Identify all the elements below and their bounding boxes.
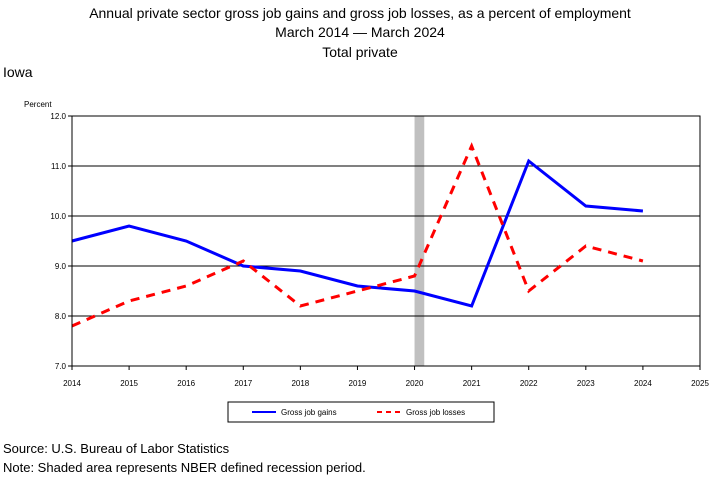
series-line-gains: [71, 158, 644, 308]
y-tick-label-5: 12.0: [50, 112, 66, 121]
x-tick-label-0: 2014: [63, 379, 81, 388]
x-tick-label-2: 2016: [177, 379, 195, 388]
recession-note: Note: Shaded area represents NBER define…: [3, 460, 366, 475]
x-tick-label-9: 2023: [577, 379, 595, 388]
y-tick-label-1: 8.0: [55, 312, 67, 321]
grid-layer: [72, 115, 700, 367]
y-tick-label-4: 11.0: [51, 162, 67, 171]
legend: Gross job gains Gross job losses: [227, 401, 495, 423]
plot-frame: [71, 115, 701, 367]
x-tick-label-8: 2022: [520, 379, 538, 388]
recession-layer: [414, 116, 425, 366]
series-line-losses: [71, 142, 644, 328]
chart-subtitle-industry: Total private: [322, 44, 398, 60]
chart-title: Annual private sector gross job gains an…: [89, 5, 631, 21]
x-tick-label-10: 2024: [634, 379, 652, 388]
y-tick-label-3: 10.0: [50, 212, 66, 221]
recession-band: [414, 116, 425, 366]
axis-layer: 7.0 8.0 9.0 10.0 11.0 12.0 2014 2015 2016 2017 201…: [50, 112, 709, 388]
legend-box: [227, 401, 495, 423]
chart-subtitle-period: March 2014 — March 2024: [275, 24, 445, 40]
y-tick-label-0: 7.0: [55, 362, 67, 371]
x-tick-label-1: 2015: [120, 379, 138, 388]
x-tick-label-5: 2019: [349, 379, 367, 388]
series-layer: [71, 142, 644, 328]
y-axis-label: Percent: [24, 100, 52, 109]
x-tick-label-6: 2020: [406, 379, 424, 388]
legend-label-gains: Gross job gains: [281, 408, 337, 417]
legend-label-losses: Gross job losses: [406, 408, 465, 417]
y-tick-label-2: 9.0: [55, 262, 67, 271]
source-note: Source: U.S. Bureau of Labor Statistics: [3, 441, 230, 456]
x-tick-label-7: 2021: [463, 379, 481, 388]
x-tick-label-3: 2017: [234, 379, 252, 388]
x-tick-label-4: 2018: [291, 379, 309, 388]
x-tick-label-11: 2025: [691, 379, 709, 388]
state-label: Iowa: [3, 64, 33, 80]
